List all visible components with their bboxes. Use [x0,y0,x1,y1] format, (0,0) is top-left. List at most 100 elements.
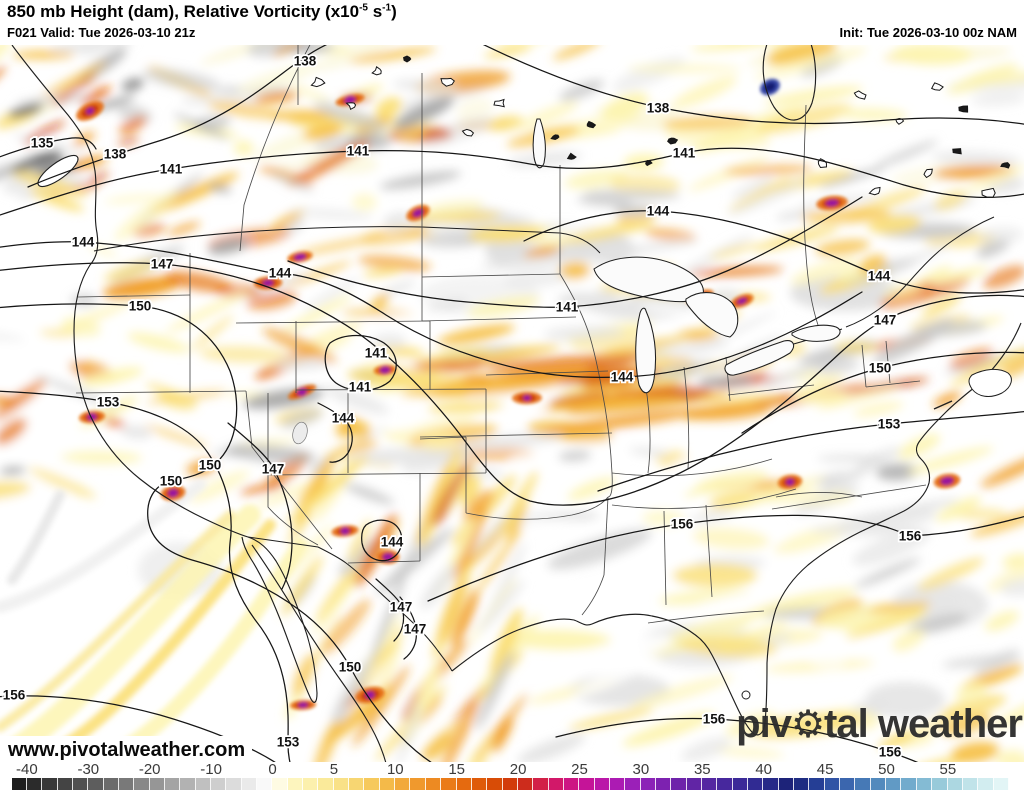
colorbar-cell [211,778,227,790]
title-exponent-2: -1 [382,2,392,14]
colorbar-tick: 35 [693,761,711,778]
colorbar-cell [471,778,488,790]
contour-label: 138 [104,147,127,162]
colorbar-cell [42,778,58,790]
contour-label: 144 [647,204,670,219]
colorbar-tick: 40 [755,761,773,778]
colorbar-cell [962,778,979,790]
colorbar-cell [732,778,749,790]
colorbar-cell [609,778,626,790]
colorbar-tick: 5 [329,761,339,778]
colorbar-cell [456,778,472,790]
gear-icon: ⚙ [790,704,825,746]
colorbar-cell [594,778,610,790]
colorbar-cell [379,778,396,790]
colorbar-cell [318,778,334,790]
colorbar-cell [364,778,380,790]
colorbar-tick: 10 [386,761,404,778]
site-url-box: www.pivotalweather.com [0,736,252,765]
colorbar-cell [11,778,27,790]
colorbar-cell [840,778,856,790]
site-url: www.pivotalweather.com [8,739,246,761]
contour-label: 153 [97,395,120,410]
contour-label: 147 [262,462,285,477]
contour-label: 147 [874,313,897,328]
page-title: 850 mb Height (dam), Relative Vorticity … [7,2,397,22]
colorbar-cell [425,778,442,790]
colorbar-cell [794,778,810,790]
colorbar-tick: -10 [200,761,222,778]
contour-label: 147 [390,600,413,615]
colorbar-cell [993,778,1009,790]
colorbar-cell [778,778,795,790]
colorbar-cell [241,778,258,790]
colorbar-tick: 55 [939,761,957,778]
colorbar-cell [824,778,841,790]
contour-label: 150 [160,474,183,489]
colorbar-cell [134,778,150,790]
colorbar-cell [395,778,411,790]
contour-label: 144 [72,235,95,250]
contour-label: 141 [349,380,372,395]
colorbar-cell [640,778,656,790]
colorbar-cell [226,778,242,790]
colorbar-cell [855,778,871,790]
contour-label: 144 [269,266,292,281]
colorbar-cell [655,778,672,790]
colorbar-cell [870,778,887,790]
contour-label: 153 [878,417,901,432]
colorbar-cell [579,778,595,790]
colorbar-cell [88,778,104,790]
vorticity-shading-layer [0,45,1024,766]
colorbar-tick: -20 [138,761,161,778]
contour-label: 141 [556,300,579,315]
contour-label: 144 [868,269,891,284]
colorbar-cell [932,778,948,790]
contour-label-layer: 135 138 141 138 141 138 141 144 144 147 144 150 141 1… [1,52,924,762]
title-close-paren: ) [391,2,397,21]
colorbar-tick: 25 [571,761,588,778]
colorbar-cell [517,778,534,790]
forecast-valid-label: F021 Valid: Tue 2026-03-10 21z [7,25,196,40]
colorbar-cell [947,778,963,790]
colorbar-cell [57,778,73,790]
weather-map: 135 138 141 138 141 138 141 144 144 147 144 150 141 1… [0,45,1024,766]
colorbar-cell [26,778,43,790]
colorbar-cell [978,778,994,790]
colorbar-tick: -40 [16,761,38,778]
colorbar-cell [287,778,304,790]
contour-label: 150 [199,458,222,473]
contour-label: 156 [879,745,902,760]
contour-label: 156 [3,688,26,703]
contour-label: 135 [31,136,54,151]
colorbar-cell [916,778,933,790]
colorbar-cell [548,778,564,790]
colorbar-cell [118,778,135,790]
colorbar-cell [410,778,426,790]
colorbar-cell [702,778,718,790]
contour-label: 156 [703,712,726,727]
colorbar-tick: 0 [268,761,277,778]
contour-label: 144 [611,370,634,385]
watermark-text-pre: piv [736,702,792,746]
colorbar-cell [333,778,350,790]
colorbar-cell [809,778,825,790]
title-exponent: -5 [359,2,368,14]
height-contour-layer [0,45,1024,766]
contour-label: 144 [332,411,355,426]
colorbar-cell [748,778,764,790]
colorbar-tick: 50 [878,761,895,778]
colorbar-tick: 20 [509,761,527,778]
contour-label: 147 [151,257,174,272]
colorbar-cell [180,778,196,790]
contour-label: 141 [365,346,388,361]
contour-label: 153 [277,735,300,750]
colorbar-cell [625,778,641,790]
colorbar-cell [72,778,89,790]
colorbar-cell [502,778,518,790]
colorbar-cell [901,778,917,790]
contour-label: 156 [671,517,694,532]
colorbar-cell [886,778,902,790]
colorbar-cell [164,778,181,790]
